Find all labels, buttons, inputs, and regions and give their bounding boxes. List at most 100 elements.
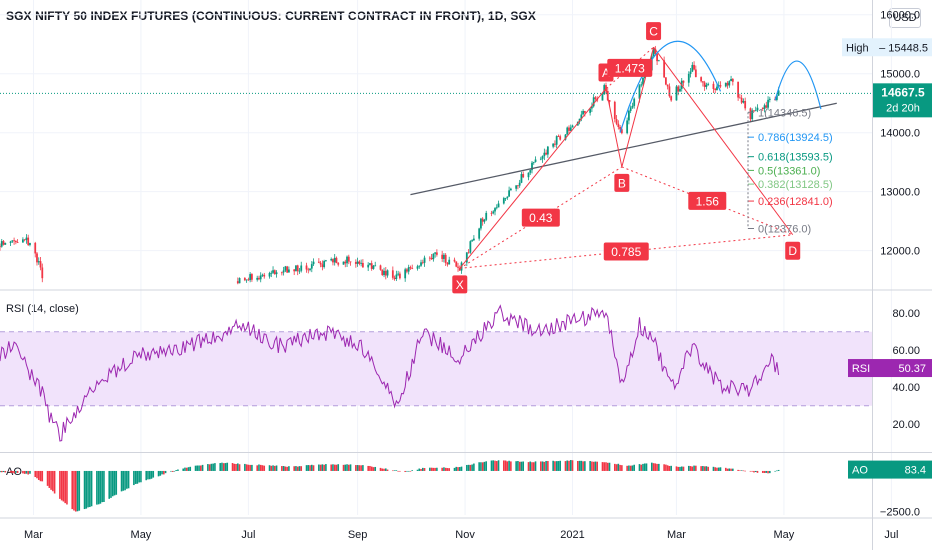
ao-bar (97, 470, 100, 505)
candle-body (502, 198, 505, 204)
ao-bar (557, 461, 560, 471)
pattern-ratio-tag[interactable] (607, 58, 653, 77)
candle-body (370, 263, 373, 269)
ao-bar (330, 464, 332, 471)
high-price-tag (842, 38, 932, 57)
pattern-ratio-label: 1.56 (696, 194, 720, 208)
pattern-point-tag-d[interactable] (785, 241, 801, 260)
ao-bar (200, 465, 202, 471)
ao-bar (374, 466, 377, 471)
candle-body (490, 212, 493, 214)
ao-bar (171, 470, 174, 472)
ao-bar (367, 465, 369, 471)
ao-bar (707, 466, 709, 471)
ao-bar (73, 470, 75, 511)
ao-bar (263, 465, 266, 471)
candle-body (527, 172, 530, 178)
ao-bar (458, 467, 461, 471)
pattern-leg-ab[interactable] (605, 88, 623, 168)
candle-body (497, 203, 500, 208)
candle-body (679, 88, 681, 92)
ao-bar (680, 466, 683, 471)
candle-body (272, 270, 274, 273)
ao-bar (108, 470, 111, 499)
pattern-leg-xa[interactable] (459, 88, 607, 269)
rsi-indicator-label[interactable]: RSI (14, close) (6, 303, 79, 315)
candle-body (256, 277, 259, 280)
currency-button[interactable]: USD (889, 8, 921, 28)
pattern-leg-cd[interactable] (653, 46, 794, 236)
ao-bar (571, 460, 574, 471)
ao-bar (767, 470, 769, 474)
ao-bar (605, 462, 607, 471)
candle-body (443, 254, 445, 259)
ao-bar (11, 470, 14, 474)
ao-bar (480, 462, 482, 471)
ao-bar (478, 462, 480, 471)
ao-bar (601, 462, 604, 471)
price-tick-label: 14000.0 (880, 128, 920, 140)
ao-bar (298, 466, 301, 471)
pattern-ratio-tag[interactable] (603, 242, 649, 261)
ao-bar (663, 464, 665, 471)
ao-bar (64, 470, 66, 504)
ao-bar (134, 470, 137, 484)
candle-body (349, 261, 352, 263)
candle-body (509, 188, 512, 191)
ao-bar (582, 461, 584, 471)
ao-bar (296, 466, 299, 471)
pattern-ratio-tag[interactable] (521, 208, 560, 227)
ao-bar (173, 470, 176, 472)
ao-bar (185, 467, 188, 471)
ao-bar (127, 470, 130, 489)
candle-body (383, 270, 385, 276)
candle-body (335, 257, 338, 264)
pattern-point-tag-x[interactable] (452, 275, 468, 294)
pattern-point-tag-c[interactable] (646, 22, 662, 41)
ao-bar (656, 463, 658, 471)
ao-bar (286, 466, 288, 471)
ao-bar (652, 463, 655, 471)
ao-bar (717, 467, 720, 471)
candle-body (517, 185, 519, 187)
ao-bar (245, 464, 248, 471)
support-trendline[interactable] (410, 102, 837, 196)
ao-bar (282, 466, 285, 471)
rsi-tick-label: 80.00 (892, 308, 920, 320)
ao-bar (140, 470, 142, 483)
candle-body (22, 239, 24, 243)
candle-body (694, 69, 697, 78)
ao-bar (29, 470, 31, 474)
candle-body (777, 90, 780, 96)
candle-body (506, 196, 509, 198)
ao-bar (208, 464, 211, 471)
ao-bar (281, 466, 283, 471)
ao-bar (434, 467, 436, 471)
ao-bar (259, 464, 262, 471)
candle-body (369, 263, 371, 265)
candle-body (307, 269, 310, 271)
candle-body (16, 242, 19, 243)
rsi-tick-label: 20.00 (892, 419, 920, 431)
candle-body (620, 129, 623, 134)
fib-level-label: 0.5(13361.0) (758, 165, 820, 177)
ao-bar (41, 470, 44, 482)
ao-bar (311, 464, 313, 471)
ao-bar (776, 470, 778, 472)
ao-bar (621, 465, 623, 471)
candle-body (557, 136, 560, 138)
candle-body (34, 242, 37, 254)
ao-bar (332, 464, 334, 471)
pattern-point-tag-b[interactable] (614, 173, 630, 192)
ao-bar (321, 464, 324, 471)
pattern-ratio-tag[interactable] (688, 191, 727, 210)
ao-bar (295, 466, 297, 471)
candle-body (657, 60, 660, 62)
time-tick-label: Jul (241, 529, 255, 541)
candle-body (504, 197, 507, 199)
candle-body (457, 266, 459, 268)
candle-body (730, 78, 732, 82)
ao-bar (356, 465, 359, 471)
pattern-ratio-line (459, 234, 793, 269)
